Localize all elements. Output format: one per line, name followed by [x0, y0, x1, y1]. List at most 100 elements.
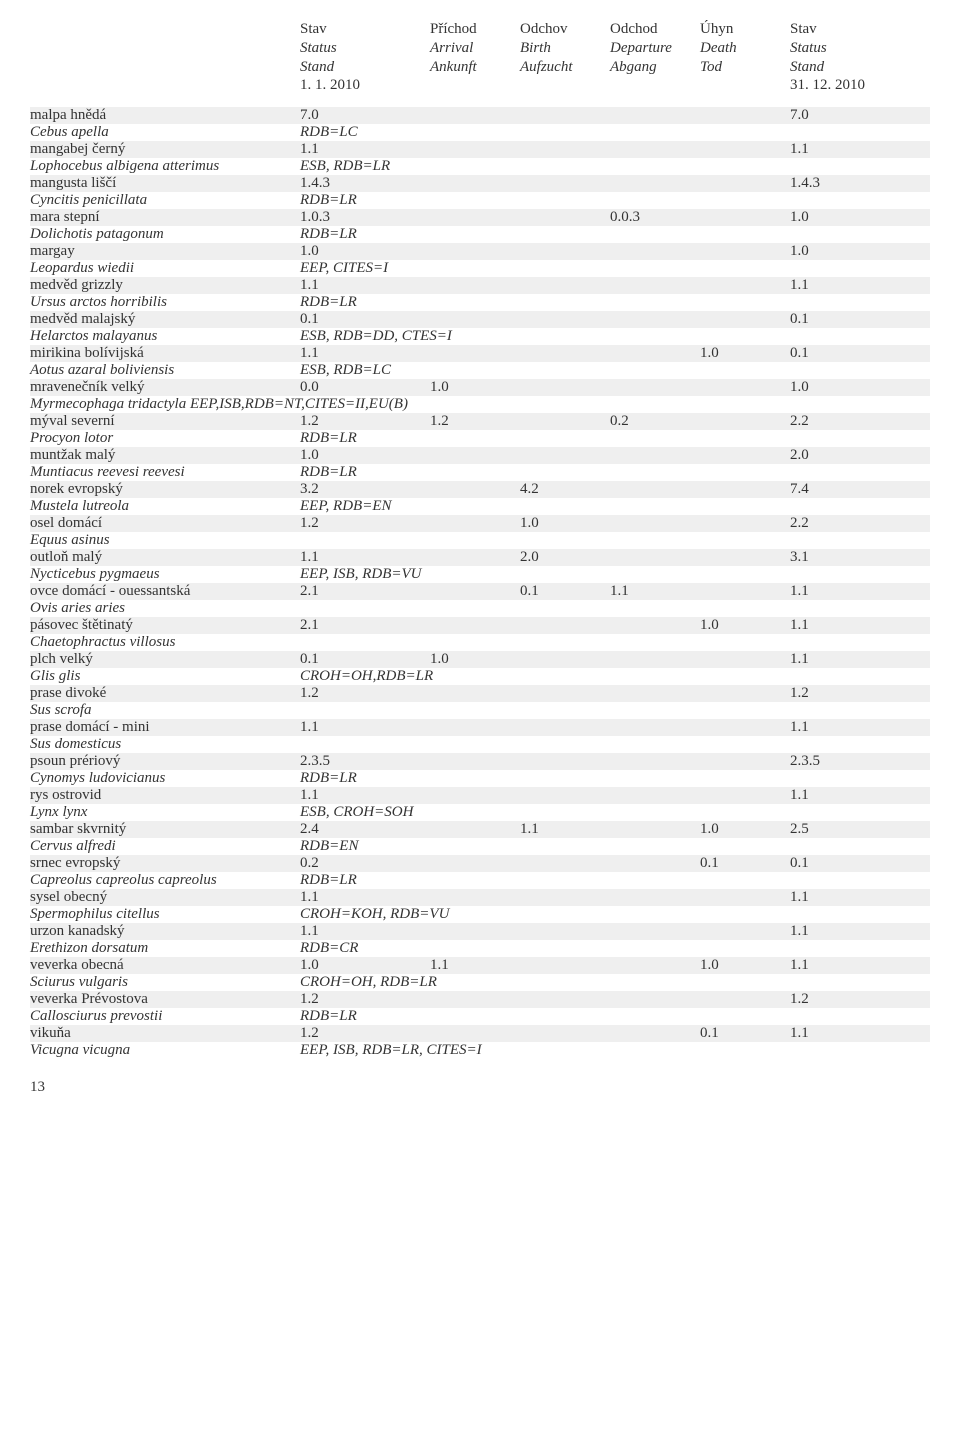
table-row: srnec evropský0.20.10.1 [30, 855, 930, 872]
value-cell [700, 175, 790, 192]
species-name-latin: Chaetophractus villosus [30, 634, 300, 651]
conservation-codes: RDB=LC [300, 124, 358, 141]
conservation-codes: RDB=LR [300, 294, 357, 311]
value-cell [520, 413, 610, 430]
conservation-codes: EEP, RDB=EN [300, 498, 392, 515]
header-departure: Odchod Departure Abgang [610, 20, 700, 95]
conservation-codes: ESB, RDB=LR [300, 158, 390, 175]
value-cell [430, 753, 520, 770]
table-row-latin: Sus scrofa [30, 702, 930, 719]
species-name-latin: Vicugna vicugna [30, 1042, 300, 1059]
species-name-cz: sambar skvrnitý [30, 821, 300, 838]
value-cell: 0.1 [300, 311, 430, 328]
value-cell [430, 617, 520, 634]
table-row-latin: Callosciurus prevostiiRDB=LR [30, 1008, 930, 1025]
value-cell [520, 243, 610, 260]
value-cell: 2.2 [790, 515, 880, 532]
value-cell: 1.1 [790, 583, 880, 600]
header-status-start: Stav Status Stand 1. 1. 2010 [300, 20, 430, 95]
value-cell [610, 243, 700, 260]
value-cell [610, 379, 700, 396]
value-cell [430, 1025, 520, 1042]
value-cell: 0.1 [790, 311, 880, 328]
table-row-latin: Lophocebus albigena atterimusESB, RDB=LR [30, 158, 930, 175]
species-name-latin: Procyon lotor [30, 430, 300, 447]
value-cell: 0.1 [300, 651, 430, 668]
value-cell [430, 175, 520, 192]
value-cell: 4.2 [520, 481, 610, 498]
conservation-codes: CROH=OH, RDB=LR [300, 974, 437, 991]
value-cell: 1.2 [790, 991, 880, 1008]
value-cell [430, 787, 520, 804]
header-arrival: Příchod Arrival Ankunft [430, 20, 520, 95]
value-cell: 1.1 [300, 719, 430, 736]
value-cell [520, 311, 610, 328]
table-row-latin: Spermophilus citellusCROH=KOH, RDB=VU [30, 906, 930, 923]
table-row: veverka Prévostova1.21.2 [30, 991, 930, 1008]
table-body: malpa hnědá7.07.0Cebus apellaRDB=LCmanga… [30, 107, 930, 1059]
value-cell: 1.1 [300, 549, 430, 566]
value-cell [430, 515, 520, 532]
value-cell [610, 175, 700, 192]
value-cell [700, 379, 790, 396]
species-name-cz: outloň malý [30, 549, 300, 566]
species-name-latin: Lophocebus albigena atterimus [30, 158, 300, 175]
value-cell [610, 311, 700, 328]
table-row: sysel obecný1.11.1 [30, 889, 930, 906]
table-row-latin: Mustela lutreolaEEP, RDB=EN [30, 498, 930, 515]
value-cell [430, 719, 520, 736]
value-cell [700, 889, 790, 906]
value-cell: 2.1 [300, 583, 430, 600]
species-name-latin: Callosciurus prevostii [30, 1008, 300, 1025]
value-cell [520, 107, 610, 124]
species-name-latin: Myrmecophaga tridactyla EEP,ISB,RDB=NT,C… [30, 396, 408, 413]
value-cell: 2.0 [520, 549, 610, 566]
table-row: sambar skvrnitý2.41.11.02.5 [30, 821, 930, 838]
value-cell: 1.0.3 [300, 209, 430, 226]
species-name-cz: rys ostrovid [30, 787, 300, 804]
conservation-codes: ESB, CROH=SOH [300, 804, 413, 821]
value-cell [610, 345, 700, 362]
value-cell [430, 855, 520, 872]
species-name-latin: Cyncitis penicillata [30, 192, 300, 209]
value-cell: 1.1 [790, 923, 880, 940]
species-name-cz: osel domácí [30, 515, 300, 532]
value-cell [610, 957, 700, 974]
conservation-codes: CROH=OH,RDB=LR [300, 668, 433, 685]
value-cell [700, 787, 790, 804]
value-cell: 1.0 [700, 821, 790, 838]
value-cell: 1.1 [300, 923, 430, 940]
value-cell: 7.0 [790, 107, 880, 124]
species-name-cz: mirikina bolívijská [30, 345, 300, 362]
header-death: Úhyn Death Tod [700, 20, 790, 95]
species-name-cz: norek evropský [30, 481, 300, 498]
value-cell [610, 821, 700, 838]
table-row: medvěd grizzly1.11.1 [30, 277, 930, 294]
value-cell: 1.2 [300, 1025, 430, 1042]
value-cell: 0.1 [700, 855, 790, 872]
table-row: muntžak malý1.02.0 [30, 447, 930, 464]
value-cell [700, 107, 790, 124]
conservation-codes: EEP, CITES=I [300, 260, 388, 277]
species-name-latin: Cebus apella [30, 124, 300, 141]
value-cell: 1.0 [300, 243, 430, 260]
species-name-latin: Leopardus wiedii [30, 260, 300, 277]
species-name-cz: malpa hnědá [30, 107, 300, 124]
table-row: psoun prériový2.3.52.3.5 [30, 753, 930, 770]
species-name-cz: prase domácí - mini [30, 719, 300, 736]
conservation-codes: EEP, ISB, RDB=VU [300, 566, 422, 583]
value-cell: 0.1 [700, 1025, 790, 1042]
table-row: mirikina bolívijská1.11.00.1 [30, 345, 930, 362]
species-name-cz: prase divoké [30, 685, 300, 702]
species-name-cz: medvěd grizzly [30, 277, 300, 294]
conservation-codes: RDB=CR [300, 940, 358, 957]
species-name-latin: Sus scrofa [30, 702, 300, 719]
page-number: 13 [30, 1079, 930, 1096]
conservation-codes: ESB, RDB=DD, CTES=I [300, 328, 452, 345]
value-cell: 1.1 [790, 957, 880, 974]
value-cell: 0.2 [300, 855, 430, 872]
value-cell [430, 481, 520, 498]
conservation-codes: RDB=LR [300, 226, 357, 243]
value-cell [520, 617, 610, 634]
value-cell [610, 787, 700, 804]
